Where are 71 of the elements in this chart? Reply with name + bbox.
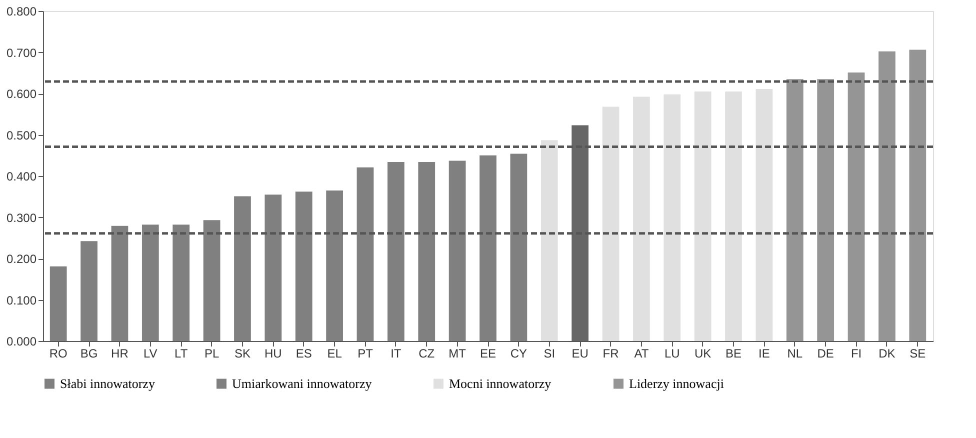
legend-label: Mocni innowatorzy xyxy=(449,376,552,391)
x-tick-label: ES xyxy=(296,346,312,360)
x-tick-label: EL xyxy=(327,346,342,360)
bar xyxy=(295,192,312,341)
x-tick-label: HR xyxy=(111,346,129,360)
x-tick-label: SI xyxy=(544,346,556,360)
bar xyxy=(572,125,589,341)
y-tick-label: 0.500 xyxy=(6,128,37,142)
x-tick-label: EE xyxy=(480,346,496,360)
x-tick-label: SE xyxy=(910,346,926,360)
y-tick-label: 0.600 xyxy=(6,87,37,101)
bar xyxy=(326,190,343,341)
bar xyxy=(418,162,436,341)
y-tick-label: 0.800 xyxy=(6,4,37,18)
bar xyxy=(848,72,865,341)
x-tick-label: DE xyxy=(817,346,834,360)
x-tick-label: AT xyxy=(634,346,650,360)
bar xyxy=(725,91,742,341)
bar xyxy=(540,140,558,341)
legend-label: Liderzy innowacji xyxy=(629,376,724,391)
bar xyxy=(786,79,804,341)
x-tick-label: CY xyxy=(510,346,528,360)
x-tick-label: NL xyxy=(787,346,803,360)
bar xyxy=(142,224,159,341)
bar xyxy=(664,94,681,341)
x-tick-label: HU xyxy=(264,346,282,360)
bar xyxy=(633,96,650,341)
y-tick-label: 0.100 xyxy=(6,293,37,308)
bar xyxy=(234,196,251,341)
bar xyxy=(356,167,374,341)
bar xyxy=(172,224,190,341)
x-tick-label: CZ xyxy=(418,346,435,360)
y-tick-label: 0.400 xyxy=(6,170,37,184)
bar xyxy=(756,88,773,341)
x-tick-label: LU xyxy=(664,346,680,360)
bar xyxy=(817,79,834,341)
x-tick-label: PT xyxy=(358,346,374,360)
x-tick-label: BG xyxy=(80,346,98,360)
bar xyxy=(480,155,496,341)
y-tick-label: 0.300 xyxy=(6,210,37,225)
y-tick-label: 0.000 xyxy=(6,334,37,348)
bar xyxy=(510,154,528,341)
bar xyxy=(203,220,220,341)
x-tick-label: LV xyxy=(144,346,158,360)
x-tick-label: SK xyxy=(234,346,250,360)
x-tick-label: FR xyxy=(602,346,620,360)
x-tick-label: BE xyxy=(726,346,742,360)
x-tick-label: IT xyxy=(390,346,402,360)
bar xyxy=(387,162,404,341)
bar xyxy=(80,241,98,341)
y-tick-label: 0.200 xyxy=(6,252,37,266)
x-tick-label: FI xyxy=(850,346,862,360)
bar xyxy=(694,91,712,341)
bar xyxy=(448,160,466,341)
bar xyxy=(909,50,926,341)
bar xyxy=(111,226,128,341)
x-tick-label: UK xyxy=(694,346,712,360)
x-tick-label: IE xyxy=(758,346,770,360)
bar xyxy=(602,106,620,341)
x-tick-label: EU xyxy=(572,346,588,360)
legend-label: Umiarkowani innowatorzy xyxy=(232,376,372,391)
bar xyxy=(50,266,67,341)
x-tick-label: RO xyxy=(49,346,68,360)
x-tick-label: PL xyxy=(204,346,220,360)
y-tick-label: 0.700 xyxy=(6,46,37,60)
x-tick-label: MT xyxy=(448,346,467,360)
x-tick-label: DK xyxy=(878,346,896,360)
bar xyxy=(878,51,896,341)
x-tick-label: LT xyxy=(174,346,188,360)
legend-label: Słabi innowatorzy xyxy=(60,376,156,391)
bar xyxy=(264,194,282,341)
